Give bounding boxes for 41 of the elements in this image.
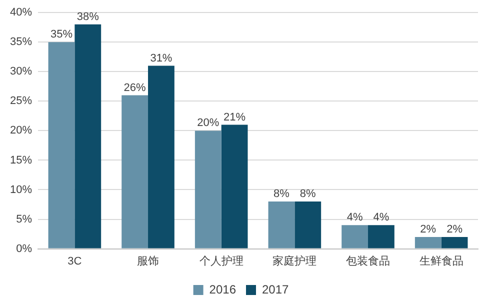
- bar: [268, 202, 295, 248]
- bar: [441, 236, 468, 248]
- bar: [221, 124, 248, 248]
- data-label: 8%: [300, 188, 316, 200]
- y-tick-label: 40%: [10, 6, 32, 19]
- y-tick-label: 30%: [10, 66, 32, 78]
- bar: [194, 130, 222, 248]
- x-tick-label: 包装食品: [346, 254, 390, 268]
- data-label: 26%: [124, 82, 146, 94]
- data-label: 31%: [150, 52, 172, 64]
- bar: [294, 202, 322, 248]
- data-label: 8%: [274, 188, 290, 200]
- y-tick-label: 5%: [16, 213, 32, 226]
- x-tick-label: 生鲜食品: [419, 254, 464, 268]
- y-tick-label: 0%: [16, 242, 32, 255]
- data-label: 20%: [197, 117, 220, 130]
- x-tick-label: 服饰: [137, 255, 160, 268]
- bar: [74, 24, 102, 248]
- data-label: 2%: [420, 224, 436, 236]
- data-label: 35%: [50, 28, 73, 41]
- data-label: 2%: [446, 224, 463, 236]
- x-tick-label: 家庭护理: [272, 254, 317, 268]
- bar: [414, 236, 442, 248]
- legend-label: 2017: [262, 282, 290, 296]
- y-tick-label: 25%: [10, 95, 32, 108]
- bar: [122, 95, 148, 248]
- bar: [368, 225, 394, 248]
- y-tick-label: 35%: [10, 36, 32, 48]
- data-label: 38%: [76, 10, 100, 23]
- y-tick-label: 20%: [10, 124, 32, 137]
- data-label: 21%: [224, 111, 246, 124]
- bar: [48, 42, 75, 248]
- data-label: 4%: [373, 212, 390, 224]
- bar: [148, 66, 174, 248]
- y-tick-label: 15%: [10, 154, 32, 166]
- bar: [342, 225, 368, 248]
- x-tick-label: 3C: [68, 255, 82, 268]
- legend-label: 2016: [209, 282, 236, 296]
- x-tick-label: 个人护理: [199, 254, 244, 268]
- data-label: 4%: [346, 212, 363, 224]
- y-tick-label: 10%: [10, 184, 32, 196]
